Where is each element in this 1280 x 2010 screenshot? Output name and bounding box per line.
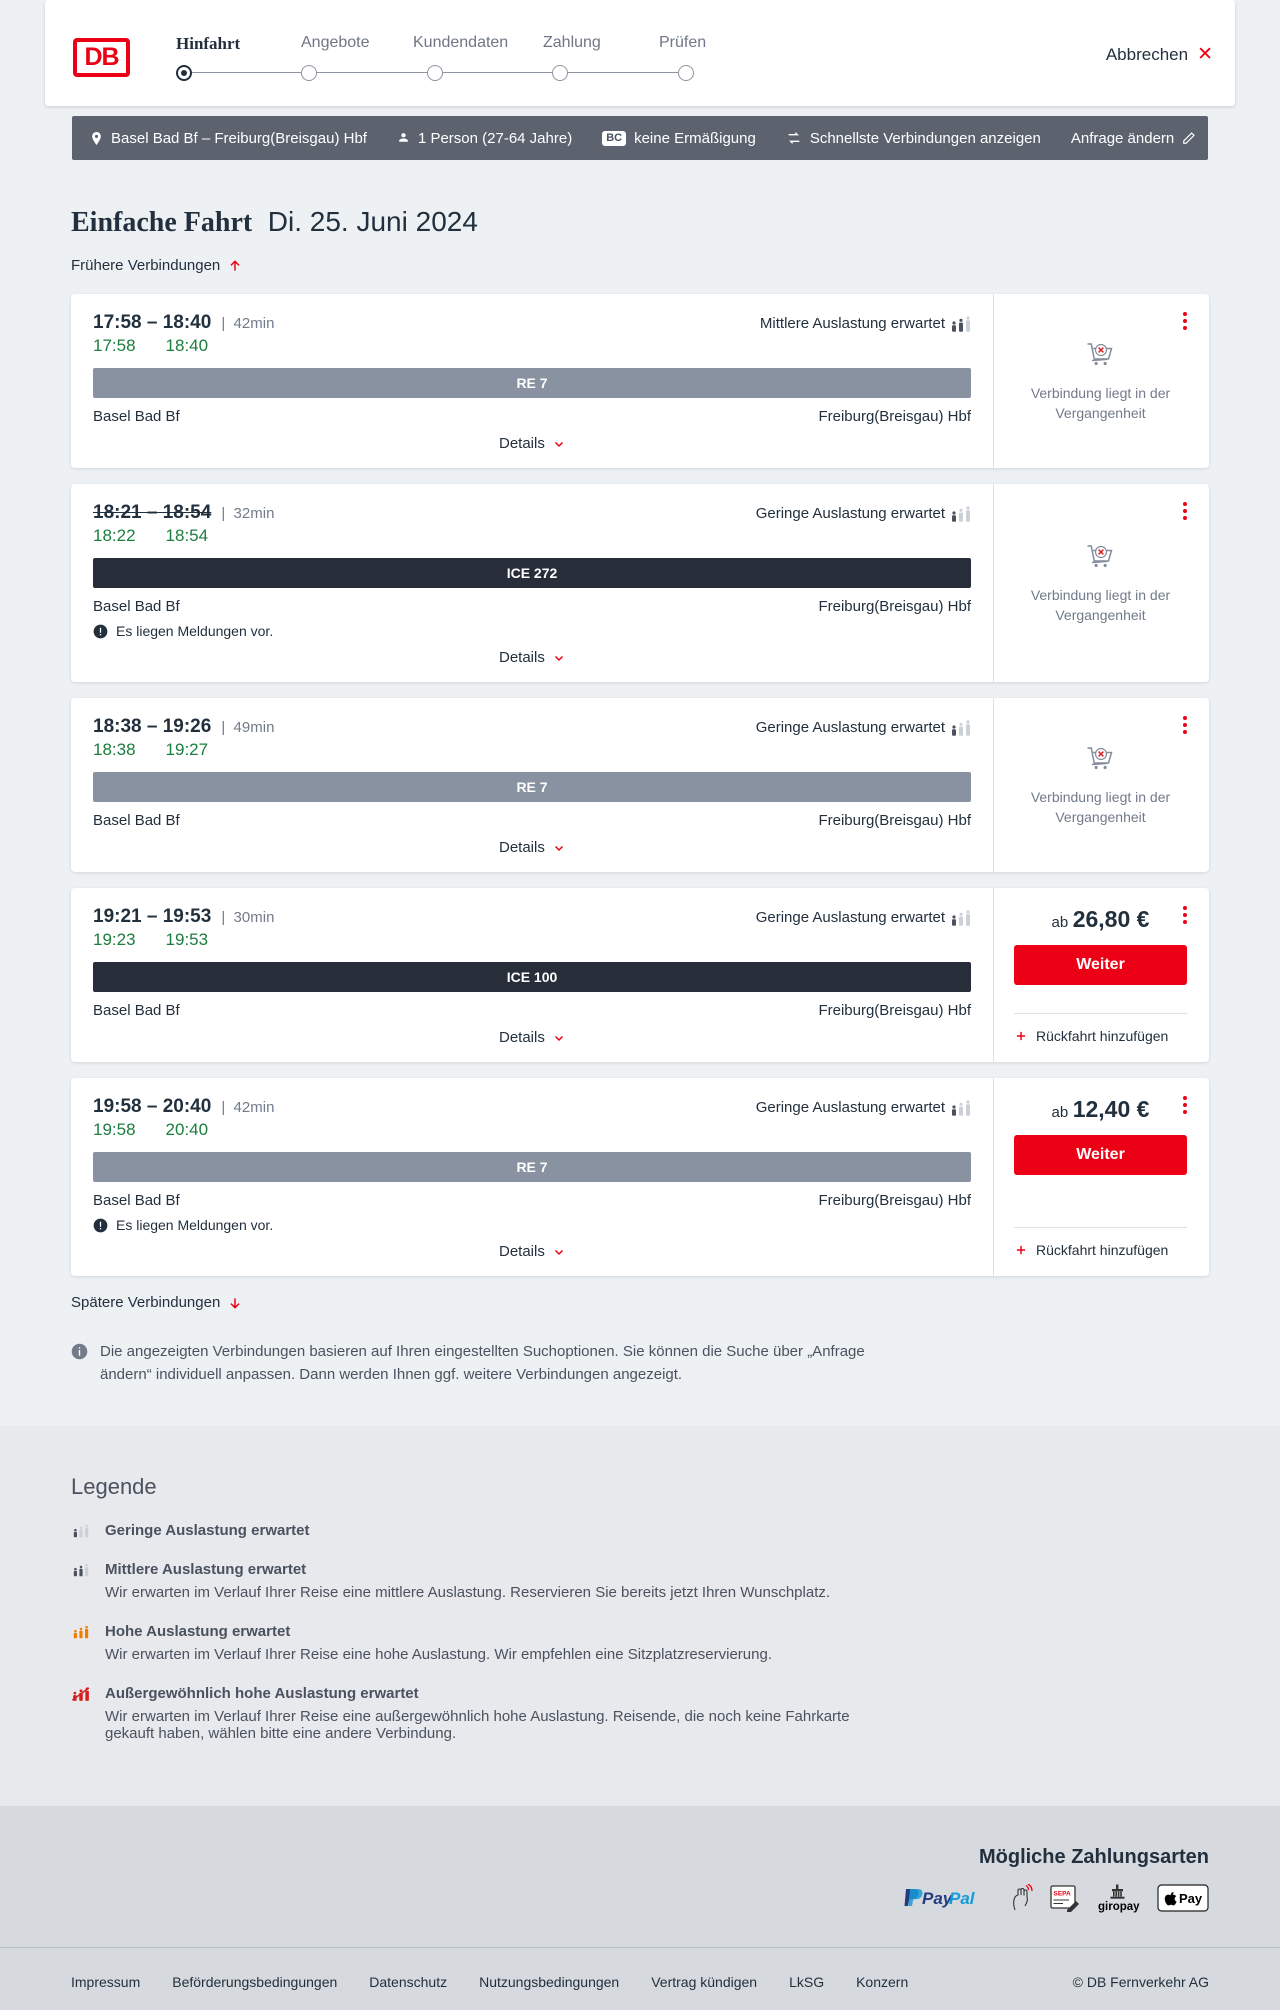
svg-text:Pay: Pay (1179, 1891, 1203, 1906)
svg-text:giropay: giropay (1098, 1901, 1140, 1913)
svg-text:Pal: Pal (949, 1889, 976, 1908)
svg-text:SEPA: SEPA (1054, 1891, 1072, 1898)
